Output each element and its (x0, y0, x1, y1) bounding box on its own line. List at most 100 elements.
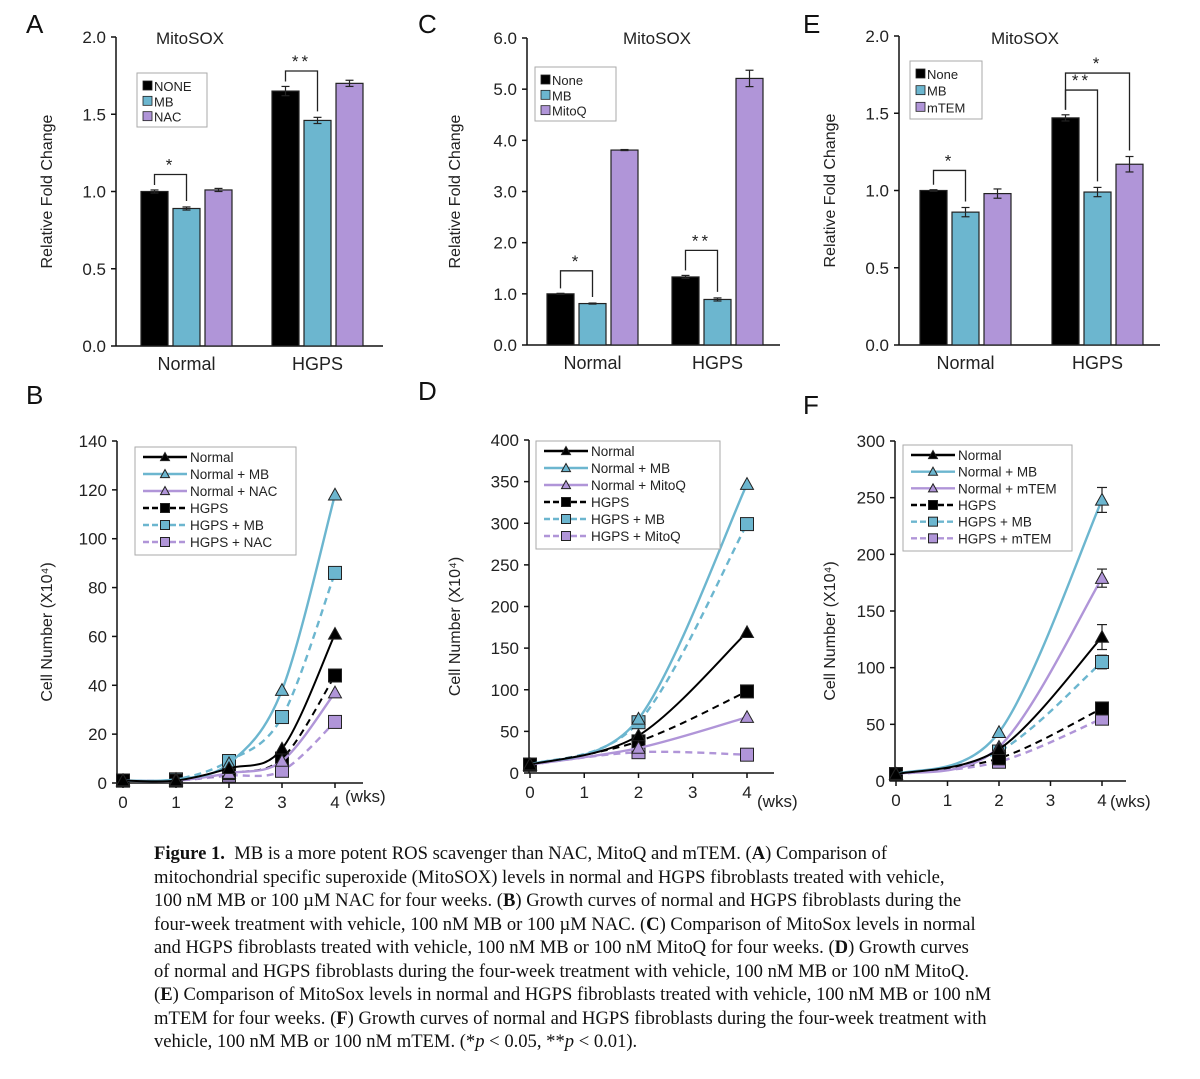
y-tick-label: 200 (491, 598, 519, 617)
panel-letter: F (803, 390, 819, 420)
panel-letter: B (26, 380, 43, 410)
data-point (327, 685, 343, 699)
caption-text: F (336, 1007, 348, 1029)
data-point (328, 714, 342, 729)
legend-label: MB (927, 84, 947, 99)
bar-mb-hgps (303, 119, 332, 347)
legend-label: HGPS + mTEM (958, 531, 1051, 546)
y-tick-label: 1.0 (865, 182, 889, 201)
y-tick-label: 150 (491, 639, 519, 658)
data-point (328, 565, 342, 580)
legend-label: MitoQ (552, 104, 587, 119)
significance-bracket (284, 70, 319, 112)
panel-f: F 0 50 100 150 200 250 300 0 1 2 3 4 (wks) Cell Number… (803, 390, 1151, 811)
y-tick-label: 0 (98, 774, 107, 793)
chart-title: MitoSOX (156, 29, 224, 48)
figure-caption: Figure 1. MB is a more potent ROS scaven… (154, 842, 1164, 1054)
y-tick-label: 100 (79, 530, 107, 549)
legend-label: Normal + MitoQ (591, 478, 686, 493)
series-line (895, 577, 1104, 776)
y-tick-label: 0 (510, 764, 519, 783)
series-line (122, 572, 337, 783)
legend-marker (159, 468, 171, 479)
legend-swatch (142, 95, 153, 106)
legend-marker (561, 497, 571, 507)
data-point (739, 709, 755, 723)
y-tick-label: 0.5 (82, 260, 106, 279)
y-tick-label: 2.0 (82, 28, 106, 47)
y-axis-label: Cell Number (X10⁴) (39, 562, 56, 701)
data-point (740, 517, 754, 532)
y-tick-label: 0.0 (493, 336, 517, 355)
legend-swatch (540, 74, 551, 85)
legend-marker (927, 449, 939, 460)
caption-text: E (160, 984, 173, 1005)
data-point (991, 741, 1007, 755)
figure: A 0.0 0.5 1.0 1.5 2.0 MitoSOX Relative Fold Cha… (26, 9, 1160, 812)
y-tick-label: 0.0 (82, 337, 106, 356)
legend-label: None (927, 67, 958, 82)
caption-text: ( (154, 984, 161, 1005)
data-point (888, 766, 904, 780)
legend-label: NAC (154, 110, 181, 125)
caption-text: ) Comparison of (765, 843, 888, 864)
significance-label: * (166, 156, 176, 175)
caption-text: p (475, 1031, 485, 1052)
x-tick-label: 4 (330, 793, 339, 812)
y-tick-label: 250 (857, 489, 885, 508)
caption-text: < 0.05, ** (484, 1031, 565, 1052)
data-point (991, 724, 1007, 738)
caption-text: and HGPS fibroblasts treated with vehicl… (154, 937, 835, 958)
caption-line: Figure 1. MB is a more potent ROS scaven… (154, 842, 1164, 866)
x-tick-label: 1 (943, 791, 952, 810)
bar-mb-normal (172, 207, 201, 347)
bar-mb-hgps (703, 298, 732, 346)
x-tick-label: 0 (891, 791, 900, 810)
bar-mtem-hgps (1115, 163, 1144, 346)
x-tick-label: 1 (171, 793, 180, 812)
data-point (631, 728, 646, 742)
panel-d: D 0 50 100 150 200 250 300 350 400 0 1 2 3 4 (wks) Cell … (418, 376, 798, 811)
data-point (740, 747, 754, 762)
category-label: Normal (936, 353, 994, 373)
caption-line: vehicle, 100 nM MB or 100 nM mTEM. (*p <… (154, 1030, 1164, 1054)
panel-letter: A (26, 9, 44, 39)
caption-text: B (503, 890, 516, 911)
significance-label: ** (292, 52, 311, 71)
legend-label: HGPS + MB (958, 515, 1032, 530)
y-tick-label: 6.0 (493, 29, 517, 48)
legend-label: Normal + NAC (190, 484, 278, 499)
caption-line: (E) Comparison of MitoSox levels in norm… (154, 983, 1164, 1007)
data-point (275, 710, 289, 725)
significance-bracket (684, 249, 719, 292)
legend-swatch (915, 101, 926, 112)
legend-label: HGPS (190, 501, 228, 516)
panel-b: B 0 20 40 60 80 100 120 140 0 1 2 3 4 (wks) Cell Number… (26, 380, 386, 812)
bar-mitoq-normal (610, 149, 639, 346)
chart-title: MitoSOX (991, 29, 1059, 48)
y-tick-label: 0.5 (865, 259, 889, 278)
legend-marker (928, 533, 938, 544)
caption-label: Figure 1. (154, 843, 235, 864)
y-axis-label: Cell Number (X10⁴) (447, 557, 464, 696)
legend-label: MB (154, 94, 174, 109)
legend-label: Normal + MB (190, 467, 269, 482)
data-point (631, 711, 646, 725)
legend-label: HGPS + NAC (190, 535, 272, 550)
y-tick-label: 1.0 (82, 183, 106, 202)
category-label: HGPS (292, 354, 343, 374)
x-tick-label: 3 (688, 783, 697, 802)
caption-text: four-week treatment with vehicle, 100 nM… (154, 913, 647, 935)
x-axis-label: (wks) (1110, 792, 1151, 811)
y-tick-label: 3.0 (493, 183, 517, 202)
y-axis-label: Cell Number (X10⁴) (822, 561, 839, 700)
data-point (1094, 629, 1110, 643)
bar-nac-normal (204, 189, 233, 347)
x-tick-label: 0 (525, 783, 534, 802)
x-tick-label: 2 (994, 791, 1003, 810)
y-tick-label: 0.0 (865, 336, 889, 355)
data-point (274, 741, 290, 755)
x-tick-label: 2 (634, 783, 643, 802)
legend-swatch (540, 105, 551, 116)
